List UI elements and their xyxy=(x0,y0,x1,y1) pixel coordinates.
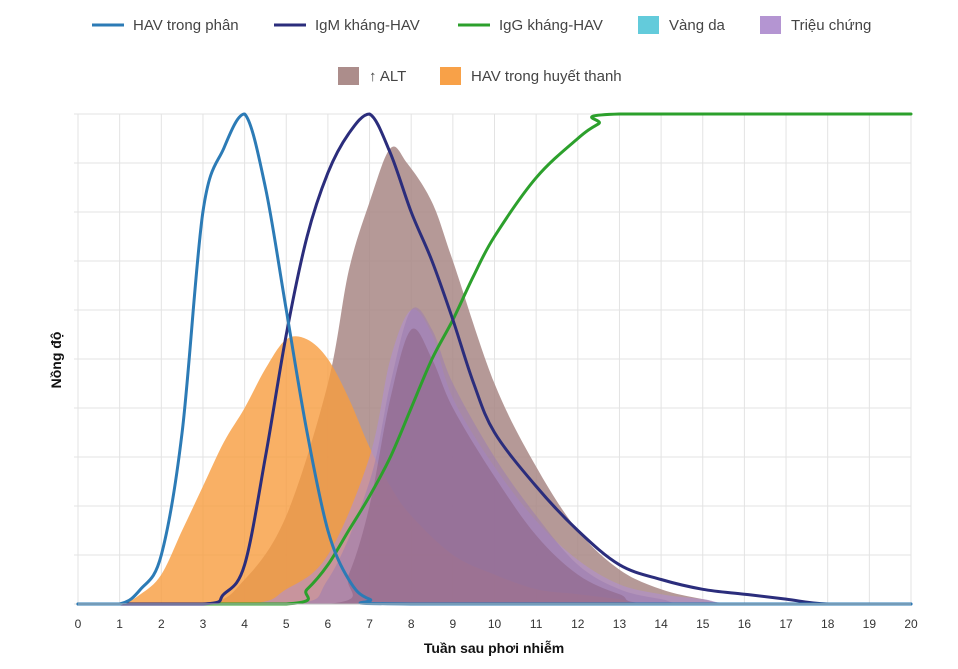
area-series xyxy=(78,146,911,604)
legend-item-igg[interactable]: IgG kháng-HAV xyxy=(458,17,603,34)
legend-item-symptoms[interactable]: Triệu chứng xyxy=(760,16,871,34)
x-tick-label: 18 xyxy=(821,617,835,631)
x-tick-label: 3 xyxy=(200,617,207,631)
x-tick-label: 15 xyxy=(696,617,710,631)
x-tick-label: 8 xyxy=(408,617,415,631)
x-tick-label: 16 xyxy=(738,617,752,631)
legend-swatch xyxy=(338,67,359,85)
legend-label: Vàng da xyxy=(669,17,726,34)
line-igm xyxy=(76,112,913,606)
legend: HAV trong phân IgM kháng-HAV IgG kháng-HAV… xyxy=(92,16,871,85)
legend-label: ↑ ALT xyxy=(369,68,406,85)
legend-item-serum[interactable]: HAV trong huyết thanh xyxy=(440,67,622,85)
x-tick-label: 11 xyxy=(530,617,543,631)
x-tick-label: 2 xyxy=(158,617,165,631)
legend-label: IgG kháng-HAV xyxy=(499,17,603,34)
x-tick-label: 20 xyxy=(904,617,918,631)
x-tick-label: 4 xyxy=(241,617,248,631)
legend-item-fecal[interactable]: HAV trong phân xyxy=(92,17,239,34)
x-tick-label: 5 xyxy=(283,617,290,631)
x-axis-title: Tuần sau phơi nhiễm xyxy=(424,640,564,656)
x-tick-label: 1 xyxy=(116,617,123,631)
legend-item-jaundice[interactable]: Vàng da xyxy=(638,16,726,34)
legend-label: IgM kháng-HAV xyxy=(315,17,420,34)
legend-swatch xyxy=(440,67,461,85)
x-tick-label: 7 xyxy=(366,617,373,631)
legend-swatch xyxy=(760,16,781,34)
legend-label: HAV trong phân xyxy=(133,17,239,34)
line-fecal xyxy=(76,112,913,606)
x-tick-label: 14 xyxy=(654,617,668,631)
y-axis-title: Nồng độ xyxy=(48,332,64,389)
x-tick-label: 9 xyxy=(450,617,457,631)
legend-item-igm[interactable]: IgM kháng-HAV xyxy=(274,17,420,34)
x-axis-ticks: 0 1 2 3 4 5 6 7 8 9 10 11 12 13 14 15 16 17 18 19 20 xyxy=(75,617,918,631)
x-tick-label: 10 xyxy=(488,617,502,631)
line-igg xyxy=(76,112,913,606)
x-tick-label: 0 xyxy=(75,617,82,631)
area-serum xyxy=(78,336,911,604)
legend-label: Triệu chứng xyxy=(791,17,871,34)
legend-label: HAV trong huyết thanh xyxy=(471,68,622,85)
area-symptoms3 xyxy=(78,328,911,604)
line-series xyxy=(76,112,913,606)
x-tick-label: 17 xyxy=(779,617,793,631)
x-tick-label: 6 xyxy=(325,617,332,631)
legend-item-alt[interactable]: ↑ ALT xyxy=(338,67,406,85)
x-tick-label: 13 xyxy=(613,617,627,631)
x-tick-label: 19 xyxy=(863,617,877,631)
legend-swatch xyxy=(638,16,659,34)
x-tick-label: 12 xyxy=(571,617,585,631)
